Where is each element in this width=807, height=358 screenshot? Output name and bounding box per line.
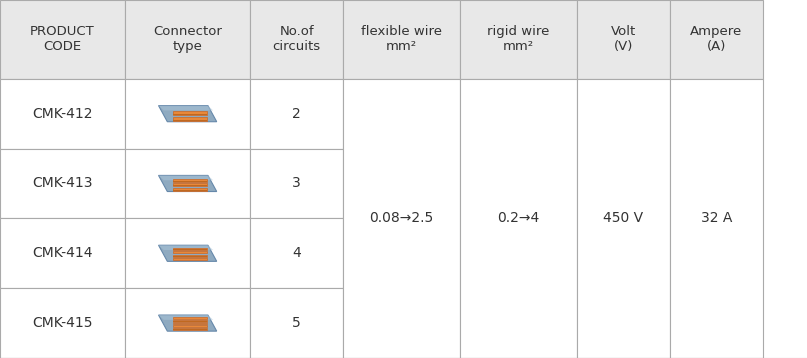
Bar: [173, 117, 207, 121]
Text: 5: 5: [292, 316, 301, 330]
Bar: [250, 149, 343, 218]
Bar: [173, 317, 207, 319]
Bar: [173, 258, 207, 260]
Text: rigid wire
mm²: rigid wire mm²: [487, 25, 550, 53]
Text: Ampere
(A): Ampere (A): [690, 25, 742, 53]
Text: CMK-412: CMK-412: [32, 107, 93, 121]
Bar: [250, 0, 343, 79]
Polygon shape: [158, 245, 213, 250]
Bar: [173, 256, 207, 257]
Polygon shape: [158, 245, 217, 261]
Bar: [173, 248, 207, 250]
Bar: [0, 149, 125, 218]
Bar: [0, 218, 125, 288]
Bar: [125, 79, 250, 149]
Text: Connector
type: Connector type: [153, 25, 222, 53]
Bar: [173, 111, 207, 115]
Bar: [0, 79, 125, 149]
Bar: [173, 181, 207, 182]
Bar: [173, 328, 207, 330]
Text: No.of
circuits: No.of circuits: [273, 25, 320, 53]
Bar: [173, 329, 207, 330]
Text: CMK-415: CMK-415: [32, 316, 93, 330]
Bar: [173, 188, 207, 190]
Bar: [125, 218, 250, 288]
Bar: [577, 79, 670, 358]
Text: 450 V: 450 V: [604, 211, 643, 226]
Bar: [460, 79, 577, 358]
Polygon shape: [158, 106, 213, 111]
Polygon shape: [158, 175, 217, 192]
Polygon shape: [158, 315, 217, 331]
Bar: [250, 288, 343, 358]
Text: CMK-413: CMK-413: [32, 176, 93, 190]
Bar: [125, 149, 250, 218]
Bar: [173, 320, 207, 321]
Text: 0.2→4: 0.2→4: [497, 211, 540, 226]
Text: PRODUCT
CODE: PRODUCT CODE: [30, 25, 95, 53]
Bar: [173, 113, 207, 115]
Bar: [0, 0, 125, 79]
Bar: [173, 251, 207, 253]
Polygon shape: [158, 175, 213, 180]
Bar: [173, 326, 207, 327]
Bar: [460, 0, 577, 79]
Bar: [173, 120, 207, 121]
Bar: [173, 183, 207, 186]
Text: Volt
(V): Volt (V): [611, 25, 636, 53]
Bar: [173, 325, 207, 327]
Bar: [670, 79, 763, 358]
Bar: [173, 185, 207, 186]
Bar: [173, 255, 207, 257]
Bar: [173, 179, 207, 182]
Text: 4: 4: [292, 246, 301, 260]
Text: 2: 2: [292, 107, 301, 121]
Bar: [0, 288, 125, 358]
Bar: [125, 0, 250, 79]
Bar: [250, 79, 343, 149]
Text: CMK-414: CMK-414: [32, 246, 93, 260]
Text: 32 A: 32 A: [700, 211, 732, 226]
Bar: [343, 0, 460, 79]
Polygon shape: [158, 315, 213, 320]
Text: flexible wire
mm²: flexible wire mm²: [361, 25, 442, 53]
Text: 3: 3: [292, 176, 301, 190]
Bar: [173, 323, 207, 324]
Bar: [577, 0, 670, 79]
Bar: [670, 0, 763, 79]
Bar: [250, 218, 343, 288]
Bar: [125, 288, 250, 358]
Polygon shape: [158, 106, 217, 122]
Text: 0.08→2.5: 0.08→2.5: [370, 211, 433, 226]
Bar: [343, 79, 460, 358]
